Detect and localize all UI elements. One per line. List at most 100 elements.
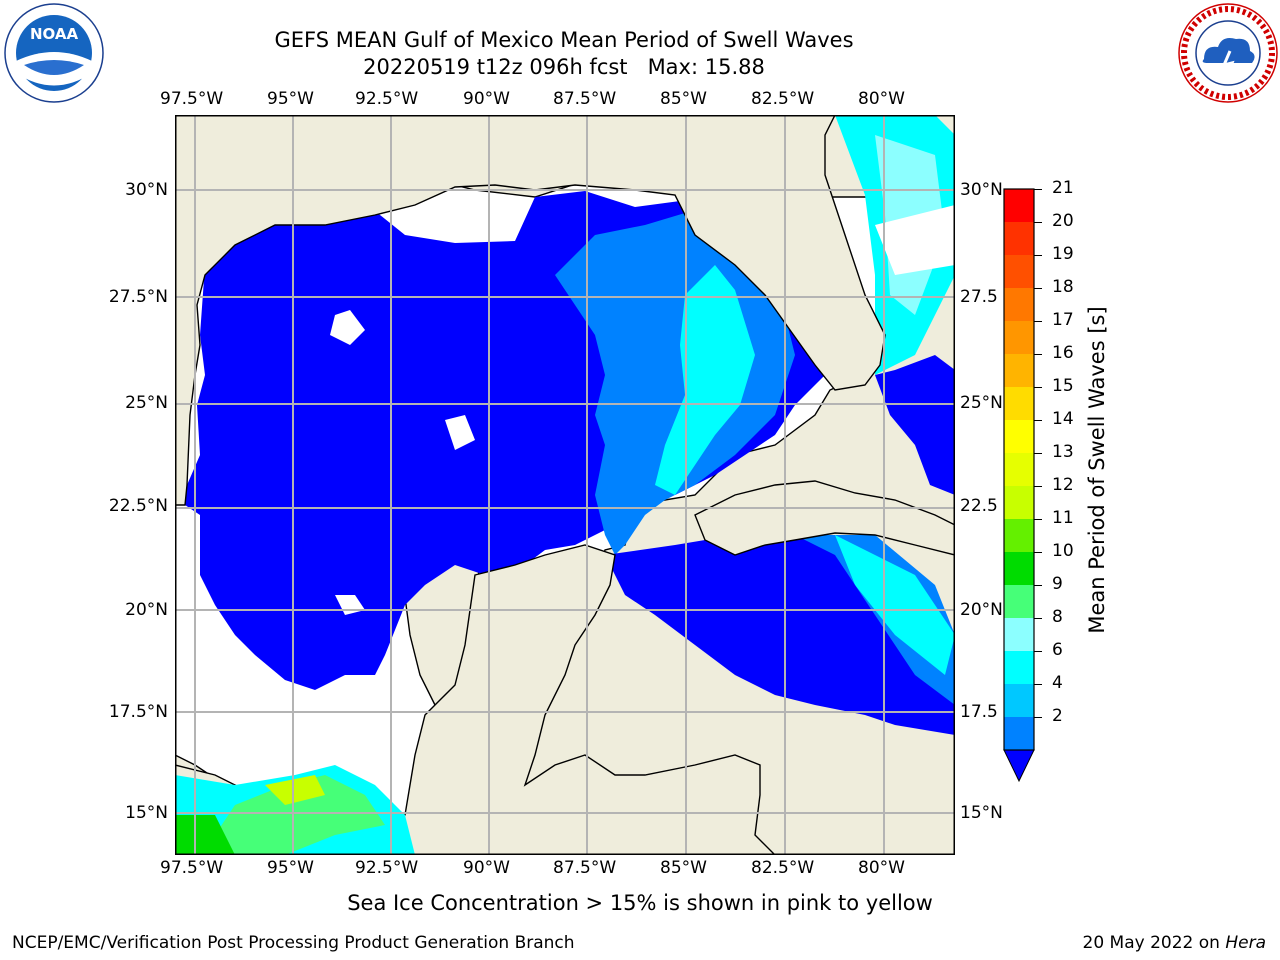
lat-label-left: 20°N xyxy=(125,600,168,620)
swell-field-4-6s xyxy=(555,195,795,555)
colorbar-tick-mark xyxy=(1034,287,1042,289)
colorbar-cell xyxy=(1004,651,1034,685)
lat-label-right: 25°N xyxy=(960,393,1003,413)
footer-date: 20 May 2022 on Hera xyxy=(1083,933,1267,953)
lon-label-top: 82.5°W xyxy=(751,89,815,109)
colorbar-tick-label: 10 xyxy=(1052,541,1074,561)
colorbar-cell xyxy=(1004,222,1034,256)
lon-label-top: 80°W xyxy=(858,89,905,109)
lon-label-top: 90°W xyxy=(463,89,510,109)
lon-label-bottom: 87.5°W xyxy=(553,858,617,878)
lon-label-bottom: 95°W xyxy=(267,858,314,878)
colorbar-tick-mark xyxy=(1034,584,1042,586)
colorbar-tick-mark xyxy=(1034,386,1042,388)
lat-label-left: 25°N xyxy=(125,393,168,413)
colorbar-tick-label: 17 xyxy=(1052,310,1074,330)
colorbar-tick-mark xyxy=(1034,452,1042,454)
colorbar-cell xyxy=(1004,354,1034,388)
colorbar-tick-mark xyxy=(1034,188,1042,190)
chart-subtitle: 20220519 t12z 096h fcst Max: 15.88 xyxy=(363,55,765,79)
colorbar-tick-mark xyxy=(1034,221,1042,223)
graticule xyxy=(175,115,955,855)
colorbar-tick-label: 12 xyxy=(1052,475,1074,495)
noaa-logo: NOAA xyxy=(4,3,104,103)
lat-label-right: 15°N xyxy=(960,803,1003,823)
colorbar-tick-mark xyxy=(1034,419,1042,421)
lat-label-right: 20°N xyxy=(960,600,1003,620)
sea-ice-caption: Sea Ice Concentration > 15% is shown in … xyxy=(347,891,933,915)
colorbar-tick-label: 9 xyxy=(1052,574,1063,594)
colorbar-tick-label: 20 xyxy=(1052,211,1074,231)
lat-label-right: 17.5 xyxy=(960,702,998,722)
colorbar-tick-label: 14 xyxy=(1052,409,1074,429)
lat-label-left: 30°N xyxy=(125,180,168,200)
cuba-land xyxy=(694,480,955,556)
colorbar-tick-mark xyxy=(1034,353,1042,355)
lat-label-left: 27.5°N xyxy=(108,287,168,307)
colorbar-tick-label: 2 xyxy=(1052,706,1063,726)
lon-label-top: 92.5°W xyxy=(355,89,419,109)
colorbar-cell xyxy=(1004,321,1034,355)
map-frame xyxy=(175,115,955,855)
lon-label-bottom: 92.5°W xyxy=(355,858,419,878)
lon-label-top: 85°W xyxy=(660,89,707,109)
footer-credit: NCEP/EMC/Verification Post Processing Pr… xyxy=(12,933,575,953)
colorbar-tick-label: 15 xyxy=(1052,376,1074,396)
colorbar-tick-mark xyxy=(1034,320,1042,322)
colorbar-tick-mark xyxy=(1034,716,1042,718)
lon-label-top: 97.5°W xyxy=(160,89,224,109)
colorbar-tick-mark xyxy=(1034,518,1042,520)
colorbar-tick-mark xyxy=(1034,485,1042,487)
colorbar-cell xyxy=(1004,288,1034,322)
footer-date-text: 20 May 2022 on xyxy=(1082,933,1226,953)
lon-label-bottom: 82.5°W xyxy=(751,858,815,878)
national-weather-service-logo xyxy=(1178,3,1278,103)
lat-label-left: 15°N xyxy=(125,803,168,823)
colorbar-tick-mark xyxy=(1034,254,1042,256)
lon-label-bottom: 97.5°W xyxy=(160,858,224,878)
colorbar-tick-label: 11 xyxy=(1052,508,1074,528)
colorbar-cell xyxy=(1004,618,1034,652)
colorbar-cell xyxy=(1004,255,1034,289)
colorbar-cell xyxy=(1004,189,1034,223)
colorbar-cell xyxy=(1004,684,1034,718)
colorbar-tick-mark xyxy=(1034,551,1042,553)
swell-field-6-8s xyxy=(655,265,755,495)
us-land xyxy=(175,115,886,506)
colorbar-tick-mark xyxy=(1034,617,1042,619)
colorbar-tick-mark xyxy=(1034,650,1042,652)
lat-label-left: 17.5°N xyxy=(108,702,168,722)
lat-label-right: 27.5 xyxy=(960,287,998,307)
lon-label-top: 95°W xyxy=(267,89,314,109)
colorbar-tick-label: 8 xyxy=(1052,607,1063,627)
colorbar-cell xyxy=(1004,486,1034,520)
colorbar-tick-label: 16 xyxy=(1052,343,1074,363)
lon-label-top: 87.5°W xyxy=(553,89,617,109)
colorbar-tick-label: 6 xyxy=(1052,640,1063,660)
colorbar-tick-mark xyxy=(1034,683,1042,685)
colorbar-tick-label: 19 xyxy=(1052,244,1074,264)
colorbar-cell xyxy=(1004,420,1034,454)
colorbar-label: Mean Period of Swell Waves [s] xyxy=(1085,306,1109,634)
lat-label-right: 22.5 xyxy=(960,496,998,516)
chart-title: GEFS MEAN Gulf of Mexico Mean Period of … xyxy=(274,28,854,52)
colorbar-cell xyxy=(1004,453,1034,487)
colorbar xyxy=(1003,188,1035,783)
lon-label-bottom: 90°W xyxy=(463,858,510,878)
colorbar-cell xyxy=(1004,717,1034,751)
map-panel xyxy=(175,115,955,855)
colorbar-tick-label: 21 xyxy=(1052,178,1074,198)
colorbar-tick-label: 18 xyxy=(1052,277,1074,297)
colorbar-cell xyxy=(1004,387,1034,421)
lat-label-right: 30°N xyxy=(960,180,1003,200)
lon-label-bottom: 80°W xyxy=(858,858,905,878)
colorbar-cell xyxy=(1004,585,1034,619)
lat-label-left: 22.5°N xyxy=(108,496,168,516)
footer-host: Hera xyxy=(1225,933,1266,953)
colorbar-extend-arrow xyxy=(1003,749,1035,783)
colorbar-tick-label: 4 xyxy=(1052,673,1063,693)
colorbar-cell xyxy=(1004,552,1034,586)
colorbar-cell xyxy=(1004,519,1034,553)
colorbar-tick-label: 13 xyxy=(1052,442,1074,462)
lon-label-bottom: 85°W xyxy=(660,858,707,878)
